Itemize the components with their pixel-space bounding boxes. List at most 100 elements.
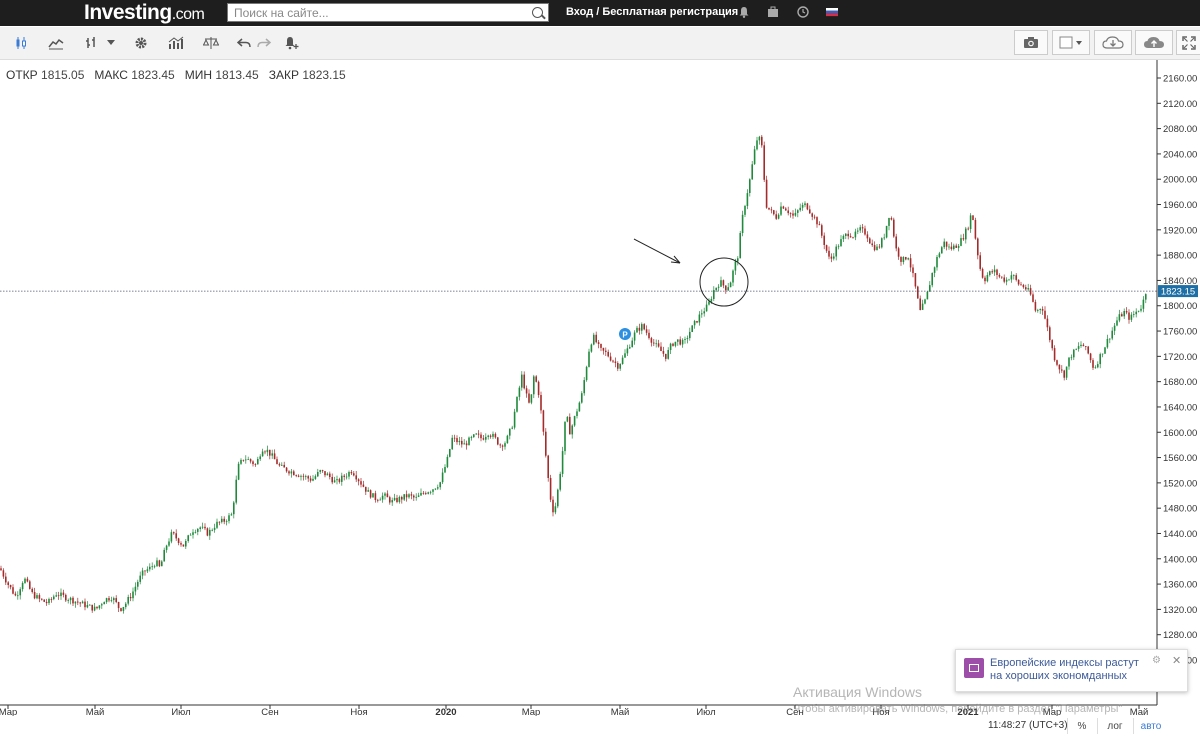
candle-body — [1121, 314, 1123, 317]
candle-chart-icon[interactable] — [9, 31, 33, 55]
y-tick-label: 1600.00 — [1163, 428, 1197, 439]
candle-body — [890, 218, 893, 220]
candle-body — [953, 245, 955, 249]
candle-body — [554, 506, 557, 513]
candle-body — [432, 489, 434, 492]
candle-body — [53, 596, 55, 600]
candle-body — [789, 213, 792, 214]
candle-body — [1025, 287, 1027, 290]
candle-body — [773, 210, 775, 215]
investing-logo[interactable]: Investing.com — [84, 1, 205, 24]
y-tick-label: 2040.00 — [1163, 149, 1197, 160]
candle-body — [1063, 370, 1065, 378]
candle-body — [60, 592, 62, 597]
candle-body — [900, 256, 902, 262]
candle-body — [353, 473, 355, 476]
undo-icon[interactable] — [232, 31, 256, 55]
search-input[interactable] — [234, 6, 524, 20]
line-chart-icon[interactable] — [44, 31, 68, 55]
fullscreen-icon[interactable] — [1176, 30, 1200, 55]
event-marker-icon[interactable]: P — [619, 328, 631, 340]
download-icon[interactable] — [1094, 30, 1132, 55]
candle-body — [828, 250, 830, 257]
notification-close-icon[interactable]: ✕ — [1172, 655, 1182, 667]
candle-body — [345, 476, 348, 478]
candle-body — [564, 421, 566, 452]
candle-body — [965, 228, 967, 240]
candle-body — [165, 545, 168, 550]
candle-body — [703, 311, 705, 314]
layout-icon[interactable] — [1052, 30, 1090, 55]
price-chart[interactable]: P 2160.00 2120.00 2080.00 2040.00 2000.00 196… — [0, 60, 1200, 716]
candle-body — [386, 493, 389, 498]
bar-chart-icon[interactable] — [79, 31, 103, 55]
news-headline[interactable]: Европейские индексы растут на хороших эк… — [990, 657, 1139, 682]
candle-body — [897, 248, 900, 257]
settings-icon[interactable] — [129, 31, 153, 55]
compare-icon[interactable] — [199, 31, 223, 55]
close-value: 1823.15 — [302, 68, 346, 82]
candle-body — [134, 586, 137, 592]
x-tick-label: Ноя — [872, 707, 889, 716]
candle-body — [593, 334, 595, 345]
candle-body — [1044, 310, 1046, 319]
candle-body — [614, 361, 617, 363]
clock-icon[interactable] — [797, 6, 809, 18]
candle-body — [924, 299, 926, 304]
candle-body — [36, 595, 38, 599]
candle-body — [14, 593, 17, 596]
percent-scale-button[interactable]: % — [1067, 718, 1096, 734]
candle-body — [1037, 310, 1039, 311]
y-tick-label: 1800.00 — [1163, 301, 1197, 312]
candle-body — [9, 585, 12, 588]
candle-body — [185, 541, 187, 547]
news-notification[interactable]: Европейские индексы растут на хороших эк… — [955, 649, 1188, 692]
camera-icon[interactable] — [1014, 30, 1048, 55]
candle-body — [489, 435, 492, 437]
candle-body — [1140, 308, 1142, 311]
y-tick-label: 1680.00 — [1163, 377, 1197, 388]
candle-body — [213, 527, 216, 530]
candle-body — [655, 343, 657, 345]
windows-activation-hint: Чтобы активировать Windows, перейдите в … — [793, 703, 1123, 715]
candle-body — [521, 374, 523, 388]
search-icon[interactable] — [532, 7, 543, 18]
candle-body — [595, 334, 597, 343]
notification-settings-icon[interactable]: ⚙ — [1152, 655, 1161, 666]
portfolio-icon[interactable] — [767, 6, 779, 18]
candle-body — [24, 578, 26, 584]
dropdown-icon[interactable] — [103, 31, 119, 55]
candle-body — [621, 357, 624, 364]
candle-body — [139, 575, 141, 582]
y-tick-label: 1320.00 — [1163, 605, 1197, 616]
search-box[interactable] — [227, 3, 549, 22]
candle-body — [199, 527, 201, 529]
alert-icon[interactable] — [279, 31, 303, 55]
candle-body — [1010, 275, 1013, 280]
candle-body — [708, 301, 710, 305]
candle-body — [727, 287, 729, 291]
indicators-icon[interactable] — [164, 31, 188, 55]
candle-body — [125, 603, 127, 608]
auto-scale-button[interactable]: авто — [1133, 718, 1168, 734]
candle-body — [377, 499, 379, 501]
candle-body — [156, 560, 158, 567]
candle-body — [1089, 353, 1092, 361]
flag-icon[interactable] — [826, 6, 838, 18]
candle-body — [221, 518, 223, 523]
login-register-link[interactable]: Вход / Бесплатная регистрация — [566, 6, 739, 18]
log-scale-button[interactable]: лог — [1097, 718, 1132, 734]
candle-body — [257, 459, 259, 465]
candle-body — [506, 435, 509, 444]
candle-body — [129, 597, 132, 599]
x-tick-label: Май — [611, 707, 630, 716]
redo-icon[interactable] — [252, 31, 276, 55]
candle-body — [41, 598, 43, 600]
upload-icon[interactable] — [1135, 30, 1173, 55]
bell-icon[interactable] — [738, 6, 750, 18]
candle-body — [389, 497, 391, 503]
x-tick-label: Мар — [1043, 707, 1062, 716]
high-label: МАКС — [94, 68, 128, 82]
y-tick-label: 2000.00 — [1163, 175, 1197, 186]
candle-body — [1080, 344, 1082, 346]
